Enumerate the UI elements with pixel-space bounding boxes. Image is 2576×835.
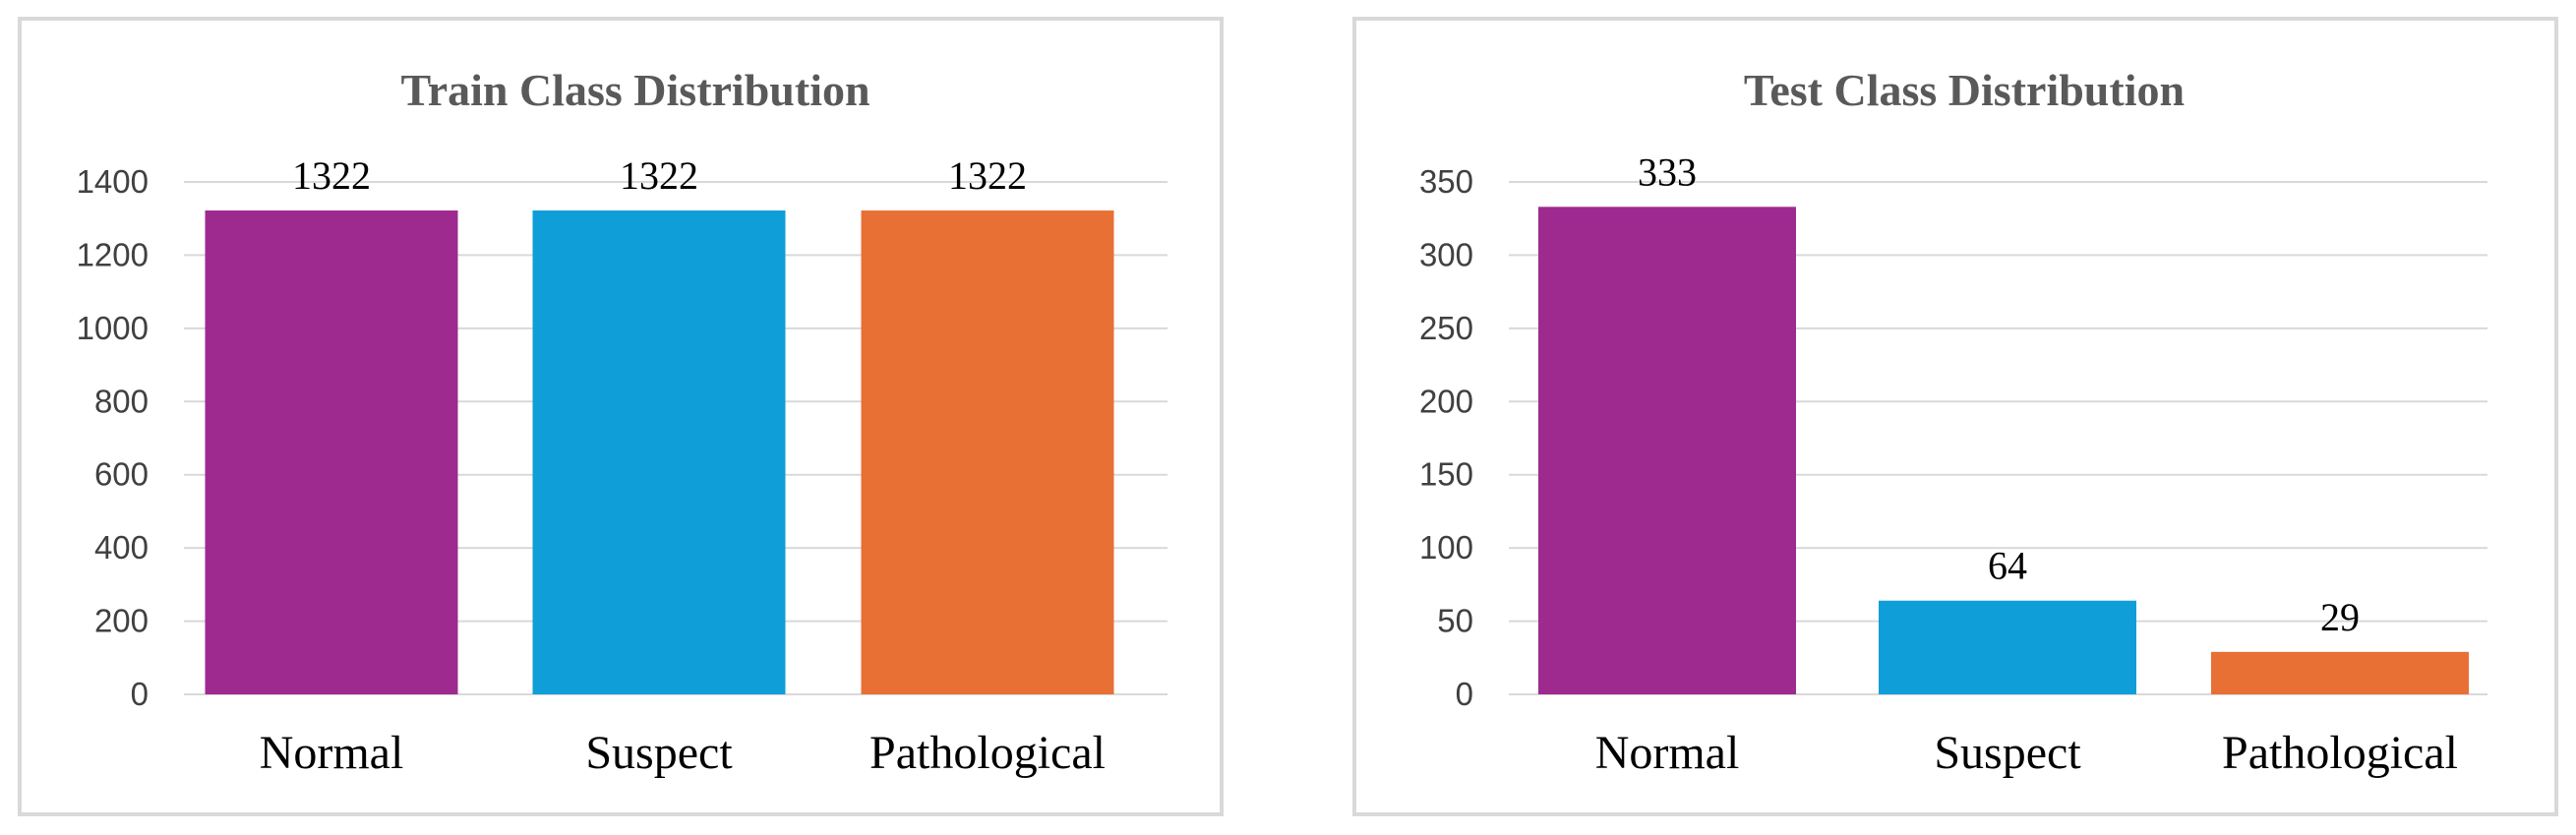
test-y-tick-label: 250 xyxy=(1419,310,1473,346)
train-y-tick-label: 600 xyxy=(94,456,149,493)
train-category-label: Suspect xyxy=(585,727,733,779)
test-category-label: Suspect xyxy=(1934,727,2081,779)
test-data-label: 64 xyxy=(1988,544,2027,588)
train-data-label: 1322 xyxy=(292,153,371,198)
test-bar-normal xyxy=(1538,207,1796,694)
test-bar-pathological xyxy=(2211,651,2469,694)
test-category-label: Normal xyxy=(1595,727,1740,779)
train-category-label: Normal xyxy=(260,727,404,779)
train-chart-panel: Train Class Distribution 0 200 400 600 800 100… xyxy=(18,17,1224,816)
train-y-tick-label: 1400 xyxy=(77,163,149,200)
test-bar-suspect xyxy=(1879,600,2136,694)
test-y-tick-label: 100 xyxy=(1419,529,1473,566)
test-y-tick-label: 300 xyxy=(1419,236,1473,272)
test-y-tick-label: 0 xyxy=(1456,676,1473,712)
test-data-label: 29 xyxy=(2320,595,2360,639)
train-bar-normal xyxy=(205,210,458,694)
test-y-tick-label: 150 xyxy=(1419,456,1473,493)
train-data-label: 1322 xyxy=(948,153,1027,198)
test-y-tick-label: 350 xyxy=(1419,163,1473,200)
train-chart-svg: Train Class Distribution 0 200 400 600 800 100… xyxy=(77,65,1168,779)
train-y-tick-label: 200 xyxy=(94,603,149,639)
train-y-tick-label: 400 xyxy=(94,529,149,566)
test-y-tick-label: 50 xyxy=(1437,603,1473,639)
test-y-tick-label: 200 xyxy=(1419,383,1473,419)
train-chart-title: Train Class Distribution xyxy=(400,65,869,115)
test-chart-panel: Test Class Distribution 0 50 100 150 200 250 30… xyxy=(1352,17,2558,816)
test-category-label: Pathological xyxy=(2222,727,2458,779)
train-bar-suspect xyxy=(532,210,786,694)
train-y-tick-label: 1000 xyxy=(77,310,149,346)
train-y-tick-label: 1200 xyxy=(77,236,149,272)
train-y-tick-label: 0 xyxy=(131,676,149,712)
train-data-label: 1322 xyxy=(620,153,698,198)
test-chart-svg: Test Class Distribution 0 50 100 150 200 250 30… xyxy=(1419,65,2487,779)
test-data-label: 333 xyxy=(1638,149,1697,194)
train-bar-pathological xyxy=(861,210,1114,694)
test-chart-title: Test Class Distribution xyxy=(1744,65,2185,115)
train-y-tick-label: 800 xyxy=(94,383,149,419)
train-category-label: Pathological xyxy=(869,727,1106,779)
